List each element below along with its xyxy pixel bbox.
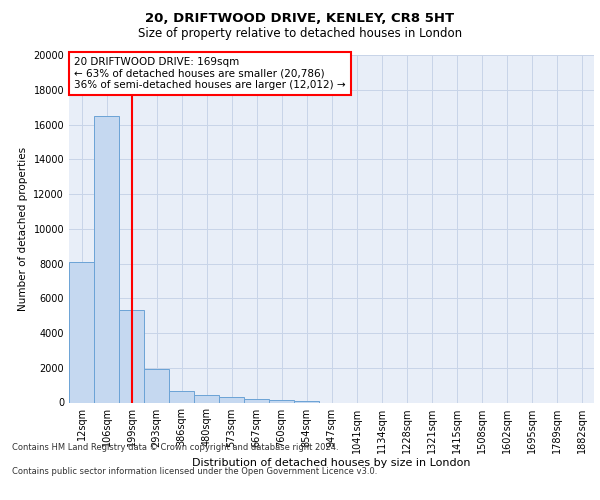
Y-axis label: Number of detached properties: Number of detached properties [18, 146, 28, 311]
Text: 20, DRIFTWOOD DRIVE, KENLEY, CR8 5HT: 20, DRIFTWOOD DRIVE, KENLEY, CR8 5HT [145, 12, 455, 26]
Bar [169, 391, 194, 402]
Bar [269, 400, 294, 402]
Bar [94, 116, 119, 403]
Bar [294, 401, 319, 402]
Bar [244, 399, 269, 402]
Bar [119, 310, 144, 402]
Text: 20 DRIFTWOOD DRIVE: 169sqm
← 63% of detached houses are smaller (20,786)
36% of : 20 DRIFTWOOD DRIVE: 169sqm ← 63% of deta… [74, 56, 346, 90]
Text: Contains public sector information licensed under the Open Government Licence v3: Contains public sector information licen… [12, 468, 377, 476]
Bar [144, 370, 169, 402]
X-axis label: Distribution of detached houses by size in London: Distribution of detached houses by size … [192, 458, 471, 468]
Text: Size of property relative to detached houses in London: Size of property relative to detached ho… [138, 28, 462, 40]
Bar [194, 394, 219, 402]
Text: Contains HM Land Registry data © Crown copyright and database right 2024.: Contains HM Land Registry data © Crown c… [12, 442, 338, 452]
Bar [69, 262, 94, 402]
Bar [219, 398, 244, 402]
